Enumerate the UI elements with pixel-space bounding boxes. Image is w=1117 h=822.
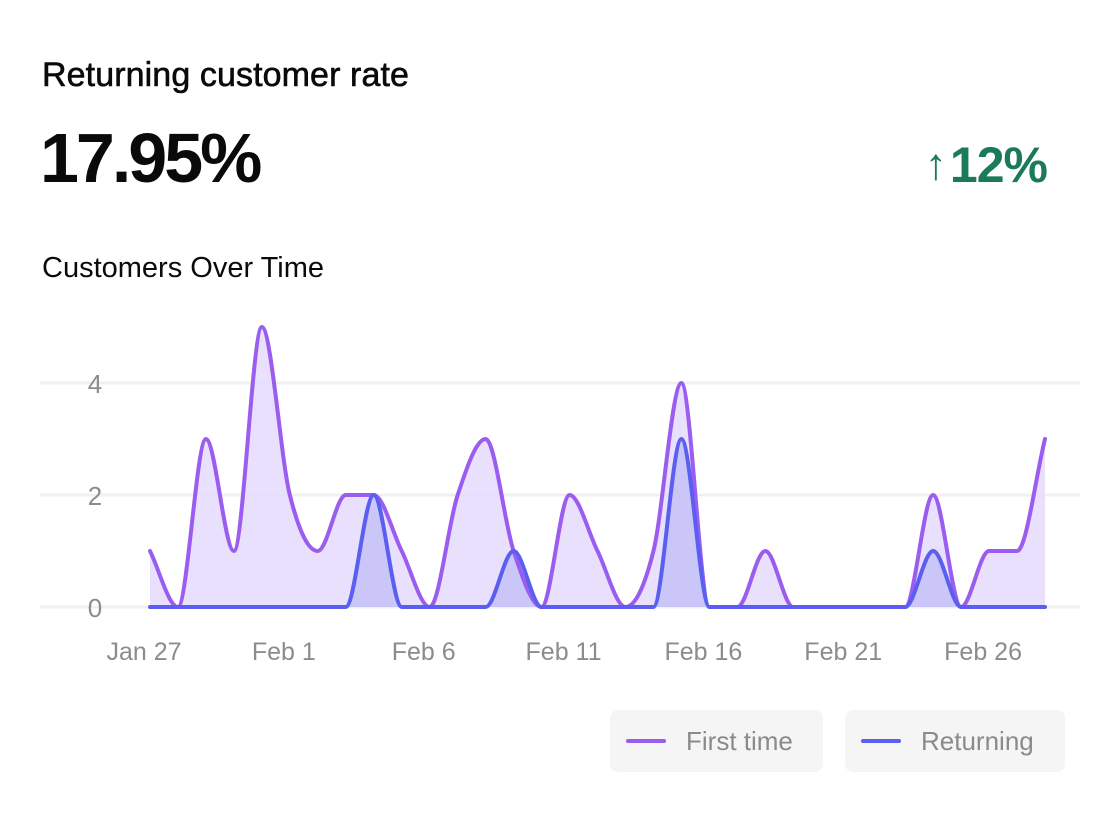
area-first-time (150, 327, 1045, 607)
legend-item-first-time[interactable]: First time (610, 710, 823, 772)
gridlines (40, 381, 1080, 609)
legend-swatch-returning (861, 739, 901, 743)
arrow-up-icon: ↑ (924, 140, 947, 189)
x-tick-label: Feb 16 (664, 638, 742, 666)
legend-label-first-time: First time (686, 725, 793, 756)
x-tick-label: Feb 1 (252, 638, 316, 666)
legend-item-returning[interactable]: Returning (845, 710, 1065, 772)
y-tick-label: 2 (88, 481, 102, 511)
y-tick-label: 0 (88, 593, 102, 623)
y-axis-ticks: 0 2 4 (88, 369, 102, 623)
x-tick-label: Jan 27 (106, 638, 181, 666)
line-returning (148, 437, 1047, 609)
legend-swatch-first-time (626, 739, 666, 743)
series-areas (150, 327, 1045, 607)
delta-value: 12% (949, 137, 1048, 193)
delta-badge: ↑ 12% (924, 136, 1048, 194)
y-tick-label: 4 (88, 369, 102, 399)
area-returning (150, 439, 1045, 607)
x-tick-label: Feb 6 (392, 638, 456, 666)
series-lines (148, 325, 1047, 609)
x-tick-label: Feb 21 (804, 638, 882, 666)
legend-label-returning: Returning (921, 725, 1034, 756)
x-tick-label: Feb 11 (526, 638, 602, 666)
x-tick-label: Feb 26 (944, 638, 1022, 666)
card-title: Returning customer rate (42, 56, 410, 95)
chart-title: Customers Over Time (42, 252, 324, 284)
line-first-time (148, 325, 1047, 609)
x-axis-ticks: Jan 27 Feb 1 Feb 6 Feb 11 Feb 16 Feb 21 Feb 26 (106, 638, 1022, 666)
metric-value: 17.95% (40, 119, 262, 197)
